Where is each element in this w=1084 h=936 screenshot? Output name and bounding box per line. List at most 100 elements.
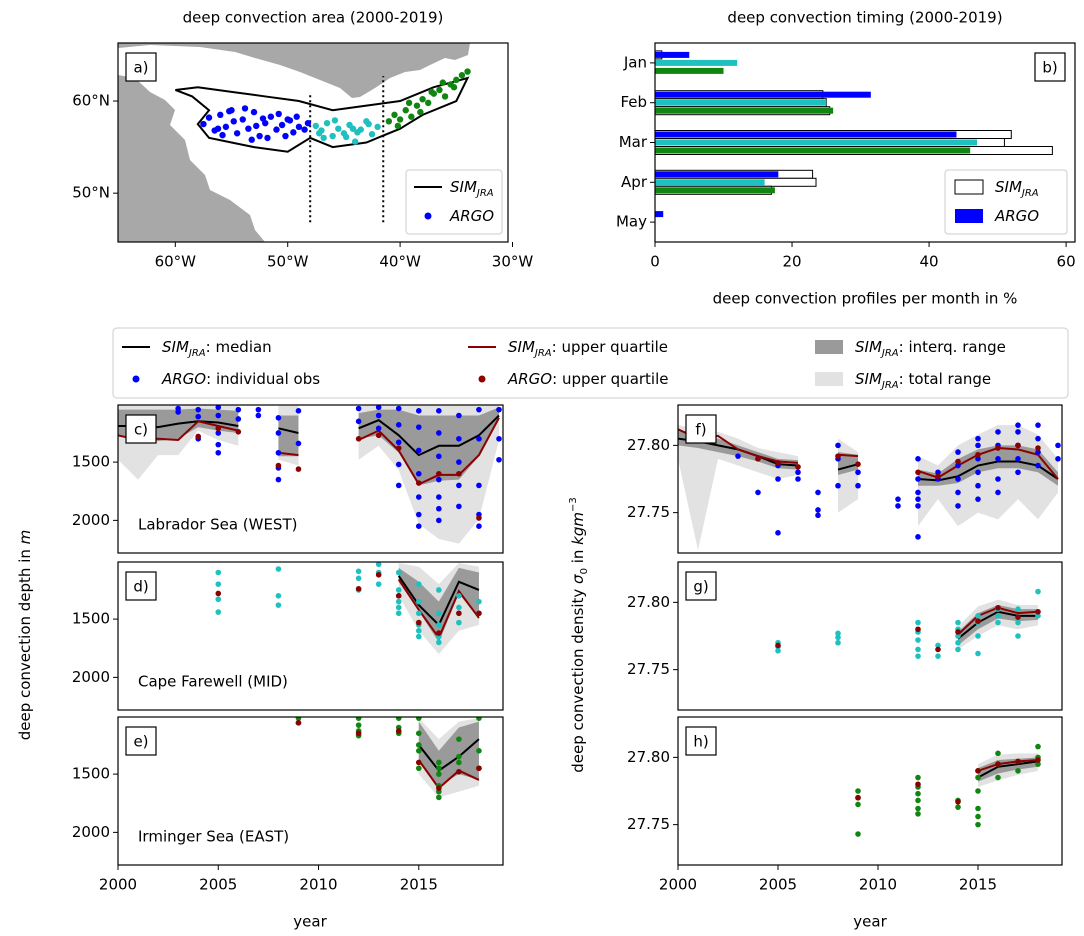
argo-obs — [1015, 619, 1021, 626]
argo-obs — [415, 408, 422, 414]
argo-obs — [275, 566, 282, 572]
argo-obs — [215, 581, 222, 587]
legend-label: : upper quartile — [552, 338, 668, 356]
panel: Cape Farewell (MID) 1500 2000 d) — [72, 561, 504, 711]
argo-obs — [496, 456, 502, 463]
argo-point — [233, 130, 241, 137]
x-tick-label: 2010 — [859, 876, 897, 894]
argo-upper-quartile — [456, 470, 462, 477]
argo-obs — [436, 476, 442, 483]
argo-obs — [975, 456, 981, 462]
label-part: in — [569, 545, 587, 568]
argo-point — [391, 111, 398, 119]
legend-name: ARGO — [449, 207, 494, 225]
argo-point — [441, 93, 449, 100]
argo-upper-quartile — [915, 469, 921, 476]
argo-point — [402, 107, 409, 114]
axes-frame — [654, 42, 1076, 243]
argo-obs — [415, 470, 422, 477]
argo-obs — [375, 405, 382, 411]
argo-obs — [395, 610, 402, 617]
y-tick-label: 2000 — [72, 823, 110, 841]
argo-obs — [476, 747, 482, 754]
argo-obs — [275, 602, 282, 608]
argo-obs — [815, 489, 821, 496]
legend-name: SIM — [162, 338, 189, 356]
argo-obs — [955, 646, 961, 653]
argo-upper-quartile — [415, 759, 422, 766]
argo-point — [248, 136, 255, 143]
argo-obs — [995, 456, 1001, 462]
argo-obs — [395, 405, 402, 412]
argo-point — [323, 119, 331, 127]
argo-obs — [395, 461, 402, 468]
panel-label-box — [685, 726, 717, 756]
argo-obs — [1015, 606, 1021, 612]
argo-obs — [415, 494, 422, 500]
x-axis-label: deep convection profiles per month in % — [713, 290, 1018, 308]
argo-upper-quartile — [235, 429, 242, 435]
argo-obs — [235, 416, 242, 422]
axes-frame — [677, 561, 1063, 711]
argo-obs — [955, 489, 961, 496]
argo-upper-quartile — [355, 435, 362, 442]
argo-obs — [915, 774, 921, 781]
y-tick-label: 27.75 — [627, 815, 670, 833]
argo-point — [264, 134, 271, 142]
argo-upper-quartile — [935, 473, 941, 480]
argo-obs — [1015, 429, 1021, 435]
argo-upper-quartile — [355, 586, 362, 592]
argo-obs — [755, 489, 761, 496]
label-part: 0 — [579, 568, 590, 574]
argo-bar — [655, 179, 765, 186]
argo-obs — [215, 596, 222, 603]
axes-frame — [117, 561, 504, 711]
argo-point — [331, 117, 339, 124]
argo-obs — [415, 627, 422, 634]
argo-obs — [975, 613, 981, 619]
argo-obs — [436, 430, 442, 436]
median-line — [977, 760, 1039, 779]
argo-upper-quartile — [355, 730, 362, 737]
argo-obs — [415, 610, 422, 617]
panel-label: a) — [133, 59, 148, 77]
panel-label-box — [685, 414, 717, 444]
interquartile-band — [678, 429, 1058, 486]
argo-obs — [1035, 743, 1041, 750]
argo-obs — [915, 797, 921, 804]
panel-label-box — [125, 52, 157, 82]
axes-frame — [117, 716, 504, 866]
argo-bar — [655, 99, 827, 106]
argo-obs — [855, 482, 861, 489]
argo-bar — [655, 139, 978, 146]
legend-entry: SIMJRA: total range — [855, 370, 991, 391]
argo-obs — [456, 753, 462, 760]
argo-obs — [436, 517, 442, 524]
argo-obs — [436, 587, 442, 593]
argo-obs — [1035, 462, 1041, 469]
argo-bar — [655, 59, 738, 66]
argo-point — [385, 118, 393, 125]
argo-obs — [456, 459, 462, 465]
argo-upper-quartile — [1035, 445, 1041, 451]
argo-upper-quartile — [935, 646, 941, 653]
argo-obs — [295, 440, 302, 447]
legend-entry: SIMJRA: interq. range — [855, 338, 1006, 359]
legend-name: ARGO — [161, 370, 206, 388]
argo-obs — [915, 646, 921, 653]
argo-point — [320, 134, 327, 142]
argo-upper-quartile — [775, 460, 781, 466]
y-tick-label: 60°N — [72, 92, 110, 110]
argo-upper-quartile — [995, 604, 1001, 611]
argo-point — [342, 133, 350, 141]
argo-obs — [995, 429, 1001, 435]
panel-label: b) — [1042, 59, 1057, 77]
argo-obs — [775, 530, 781, 536]
argo-point — [282, 132, 289, 140]
argo-obs — [855, 801, 861, 808]
panel-label: h) — [693, 733, 708, 751]
argo-obs — [436, 771, 442, 777]
argo-bar — [655, 131, 957, 138]
argo-obs — [395, 587, 402, 593]
argo-obs — [436, 794, 442, 801]
